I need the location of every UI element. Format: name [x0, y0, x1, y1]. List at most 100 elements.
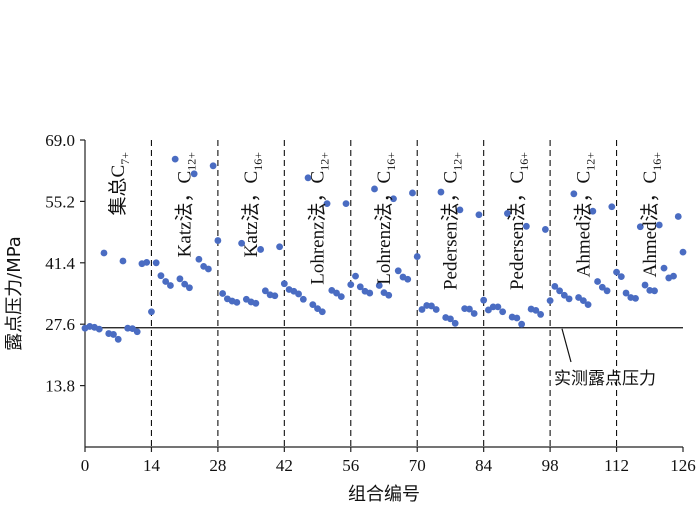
data-point: [385, 291, 393, 299]
data-point: [594, 278, 601, 285]
data-point: [636, 223, 644, 231]
data-point: [655, 221, 663, 229]
reference-line-group: 实测露点压力: [85, 327, 683, 389]
section-label-subscript: 12+: [185, 152, 199, 171]
data-point: [204, 265, 212, 273]
y-tick-label: 55.2: [45, 192, 75, 211]
data-point: [337, 293, 345, 301]
data-point: [503, 210, 511, 217]
x-tick-label: 84: [475, 456, 493, 475]
section-label-subscript: 12+: [450, 152, 464, 171]
data-point: [214, 237, 222, 244]
data-point: [456, 206, 464, 214]
section-label-text: Katz法，C: [174, 171, 196, 258]
data-point: [176, 275, 184, 283]
section-label: 集总C7+: [107, 152, 132, 216]
data-point: [537, 311, 545, 318]
data-point: [451, 319, 459, 327]
data-point: [617, 273, 625, 280]
data-point: [541, 226, 549, 233]
data-point: [366, 289, 374, 297]
y-axis-title: 露点压力/MPa: [4, 236, 25, 351]
axes: 13.8 27.6 41.4 55.2 69.0 0 14 28 42 56 70 84 98 112 12…: [4, 131, 696, 505]
data-point: [352, 272, 359, 280]
section-label-subscript: 12+: [583, 152, 597, 171]
data-point: [404, 275, 412, 283]
data-point: [518, 320, 526, 328]
data-point: [565, 295, 573, 303]
data-point: [532, 307, 540, 314]
section-label-subscript: 16+: [384, 152, 398, 171]
section-label-subscript: 16+: [650, 152, 664, 171]
data-point: [304, 174, 312, 182]
x-tick-label: 28: [209, 456, 226, 475]
section-label-text: 集总C: [107, 165, 129, 216]
x-tick-label: 56: [342, 456, 359, 475]
data-point: [181, 280, 189, 288]
data-point: [375, 282, 383, 289]
data-point: [522, 222, 530, 230]
data-point: [651, 287, 658, 295]
section-label-text: Ahmed法，C: [572, 171, 594, 278]
data-point: [219, 290, 227, 297]
data-point: [570, 190, 578, 198]
data-point: [356, 283, 364, 291]
x-tick-label: 126: [670, 456, 696, 475]
data-point: [494, 303, 502, 311]
data-point: [560, 291, 568, 299]
data-point: [622, 289, 630, 297]
x-tick-label: 112: [604, 456, 629, 475]
data-point: [679, 248, 687, 256]
data-point: [613, 268, 620, 276]
x-tick-label: 42: [276, 456, 293, 475]
data-point: [466, 305, 473, 313]
data-point: [394, 267, 402, 275]
y-tick-label: 41.4: [45, 254, 75, 273]
section-label-text: Lohrenz法，C: [373, 171, 395, 285]
data-point: [257, 246, 265, 253]
data-point: [100, 249, 108, 257]
data-point: [233, 298, 241, 306]
data-point: [323, 200, 331, 208]
data-point: [390, 195, 397, 203]
data-point: [238, 239, 246, 247]
section-label-text: Katz法，C: [240, 171, 262, 258]
data-point: [660, 264, 668, 272]
data-point: [171, 155, 179, 163]
data-point: [428, 302, 435, 310]
section-label: Ahmed法，C16+: [639, 152, 664, 278]
data-point: [432, 306, 440, 313]
data-point: [409, 189, 416, 197]
data-point: [579, 297, 587, 305]
data-point: [489, 303, 497, 311]
section-label: Ahmed法，C12+: [572, 152, 597, 278]
data-point: [114, 335, 122, 343]
data-point: [470, 310, 478, 317]
data-point: [152, 259, 160, 267]
reference-line-label: 实测露点压力: [554, 369, 656, 389]
data-point: [670, 272, 677, 280]
section-labels: 集总C7+Katz法，C12+Katz法，C16+Lohrenz法，C12+Lo…: [107, 152, 664, 290]
x-tick-label: 70: [409, 456, 426, 475]
data-point: [608, 203, 616, 211]
data-point: [148, 308, 155, 316]
section-label: Lohrenz法，C12+: [307, 152, 332, 285]
section-label-text: Pedersen法，C: [506, 171, 528, 290]
data-point: [143, 258, 151, 266]
data-point: [413, 253, 421, 260]
data-point: [280, 280, 288, 288]
data-point: [641, 281, 649, 289]
data-point: [603, 287, 611, 295]
data-point: [437, 188, 445, 196]
data-point: [167, 282, 174, 289]
section-label-text: Ahmed法，C: [639, 171, 661, 278]
section-label-subscript: 16+: [517, 152, 531, 171]
data-point: [347, 281, 355, 289]
section-label-text: Lohrenz法，C: [307, 171, 329, 285]
data-point: [475, 211, 483, 219]
section-label-subscript: 12+: [318, 152, 332, 171]
data-point: [162, 278, 170, 285]
data-point: [674, 213, 682, 220]
x-axis-title: 组合编号: [348, 484, 420, 505]
